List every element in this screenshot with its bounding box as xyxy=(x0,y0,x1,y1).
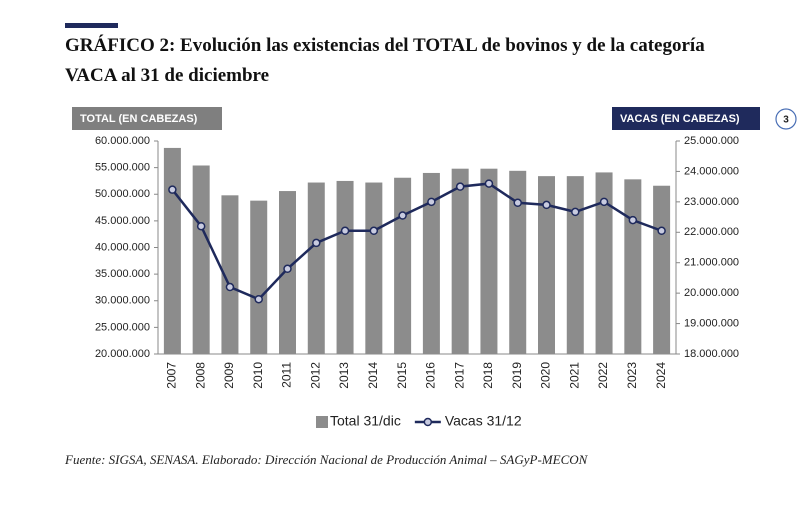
y2-axis-label-box xyxy=(612,107,760,130)
y-axis-label-box xyxy=(72,107,222,130)
bar xyxy=(365,182,383,354)
y-tick-label: 25.000.000 xyxy=(95,321,150,333)
y2-tick-label: 20.000.000 xyxy=(684,287,739,299)
bar xyxy=(566,176,584,354)
y2-axis-label: VACAS (EN CABEZAS) xyxy=(620,113,740,125)
x-tick-label: 2023 xyxy=(625,362,639,389)
y-tick-label: 30.000.000 xyxy=(95,295,150,307)
y-tick-label: 55.000.000 xyxy=(95,162,150,174)
chart-title: VACA al 31 de diciembre xyxy=(65,65,269,86)
line-marker xyxy=(196,221,206,231)
chart-title: GRÁFICO 2: Evolución las existencias del… xyxy=(65,34,705,56)
y-tick-label: 45.000.000 xyxy=(95,215,150,227)
bar xyxy=(221,195,239,354)
x-tick-label: 2019 xyxy=(510,362,524,389)
bar xyxy=(624,179,642,354)
line-marker xyxy=(571,207,580,217)
bar xyxy=(422,172,440,354)
page-number: 3 xyxy=(783,115,789,126)
x-tick-label: 2011 xyxy=(280,362,294,388)
y2-tick-label: 25.000.000 xyxy=(684,135,739,147)
line-marker xyxy=(542,200,551,210)
source-note: Fuente: SIGSA, SENASA. Elaborado: Direcc… xyxy=(64,452,589,467)
line-marker xyxy=(254,294,263,304)
legend-swatch xyxy=(423,417,433,427)
line-marker xyxy=(513,198,522,208)
x-tick-label: 2017 xyxy=(452,362,466,389)
line-marker xyxy=(225,282,235,292)
bar xyxy=(336,180,354,354)
y-tick-label: 60.000.000 xyxy=(95,135,150,147)
y-tick-label: 35.000.000 xyxy=(95,268,150,280)
bar xyxy=(509,170,527,354)
bar xyxy=(163,147,181,354)
line-marker xyxy=(369,226,379,236)
decor-bar xyxy=(65,23,118,28)
x-tick-label: 2014 xyxy=(366,362,380,389)
line-marker xyxy=(283,264,292,274)
x-tick-label: 2010 xyxy=(251,362,265,389)
line-marker xyxy=(312,238,321,248)
y2-tick-label: 23.000.000 xyxy=(684,196,739,208)
line-marker xyxy=(628,215,638,225)
y-axis-label: TOTAL (EN CABEZAS) xyxy=(80,113,198,125)
x-tick-label: 2018 xyxy=(481,362,495,389)
x-tick-label: 2024 xyxy=(654,362,668,389)
legend-label: Total 31/dic xyxy=(330,413,401,429)
line-marker xyxy=(599,197,609,207)
x-tick-label: 2022 xyxy=(596,362,610,389)
bar xyxy=(192,165,210,354)
line-marker xyxy=(427,197,436,207)
line-marker xyxy=(455,182,465,191)
bar xyxy=(451,168,469,354)
page-badge xyxy=(775,108,797,130)
bar xyxy=(480,168,498,354)
y-tick-label: 20.000.000 xyxy=(95,348,150,360)
line-marker xyxy=(340,226,350,236)
x-tick-label: 2012 xyxy=(308,362,322,389)
y-tick-label: 50.000.000 xyxy=(95,188,150,200)
x-tick-label: 2020 xyxy=(539,362,553,389)
x-tick-label: 2008 xyxy=(193,362,207,389)
x-tick-label: 2007 xyxy=(165,362,179,389)
x-tick-label: 2013 xyxy=(337,362,351,389)
y-tick-label: 40.000.000 xyxy=(95,241,150,253)
legend-swatch xyxy=(316,416,328,428)
line xyxy=(171,182,663,301)
bar xyxy=(538,176,555,354)
line-marker xyxy=(398,211,407,220)
x-tick-label: 2009 xyxy=(222,362,236,389)
bar xyxy=(595,172,613,354)
bar xyxy=(394,177,412,354)
y2-tick-label: 22.000.000 xyxy=(684,226,739,238)
legend-label: Vacas 31/12 xyxy=(445,413,522,429)
y2-tick-label: 24.000.000 xyxy=(684,165,739,177)
line-marker xyxy=(168,185,177,194)
x-tick-label: 2021 xyxy=(567,362,581,389)
bar xyxy=(653,185,671,354)
bar xyxy=(307,182,325,354)
y2-tick-label: 19.000.000 xyxy=(684,317,739,329)
x-tick-label: 2015 xyxy=(395,362,409,389)
line-marker xyxy=(484,179,494,188)
y2-tick-label: 18.000.000 xyxy=(684,348,739,360)
y2-tick-label: 21.000.000 xyxy=(684,257,739,269)
bar xyxy=(250,200,268,354)
x-tick-label: 2016 xyxy=(424,362,438,389)
line-marker xyxy=(657,226,666,236)
